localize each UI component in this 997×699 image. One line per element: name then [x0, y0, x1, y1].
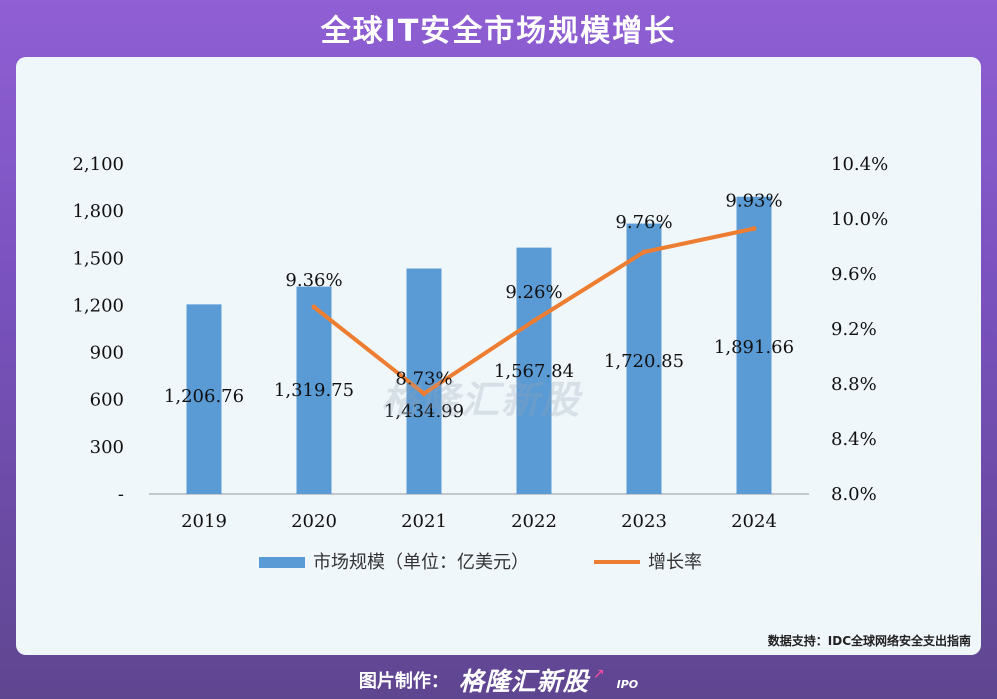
growth-point: [311, 304, 317, 310]
x-tick-label: 2020: [291, 511, 337, 532]
bar-value-label: 1,891.66: [714, 337, 794, 358]
legend-bar-swatch: [259, 557, 305, 568]
bar-value-label: 1,720.85: [604, 351, 684, 372]
growth-value-label: 9.76%: [615, 212, 672, 233]
footer-prefix: 图片制作：: [358, 670, 449, 692]
growth-value-label: 8.73%: [395, 369, 452, 390]
x-tick-label: 2024: [731, 511, 777, 532]
x-tick-label: 2019: [181, 511, 227, 532]
arrow-up-icon: ↗: [592, 665, 605, 682]
y-left-tick-label: 1,200: [72, 295, 124, 316]
bar: [736, 196, 772, 494]
legend-bar-label: 市场规模（单位：亿美元）: [313, 552, 529, 573]
growth-point: [531, 318, 537, 324]
y-left-tick-label: 300: [90, 437, 124, 458]
bar-value-label: 1,206.76: [164, 386, 244, 407]
y-left-tick-label: 900: [90, 343, 124, 364]
page-title: 全球IT安全市场规模增长: [320, 14, 677, 49]
y-right-tick-label: 10.4%: [831, 154, 888, 175]
bar: [186, 304, 222, 494]
bar-value-label: 1,319.75: [274, 380, 354, 401]
source-note: 数据支持：IDC全球网络安全支出指南: [767, 634, 971, 648]
footer: 图片制作： 格隆汇新股 ↗ IPO: [0, 660, 997, 699]
y-left-tick-label: 600: [90, 390, 124, 411]
y-right-tick-label: 9.6%: [831, 264, 877, 285]
y-right-tick-label: 10.0%: [831, 209, 888, 230]
watermark: 格隆汇新股: [381, 378, 582, 422]
growth-value-label: 9.93%: [725, 191, 782, 212]
bar-value-label: 1,567.84: [494, 361, 574, 382]
legend-line-label: 增长率: [648, 552, 702, 573]
bar: [516, 247, 552, 494]
growth-point: [641, 249, 647, 255]
bar: [406, 268, 442, 494]
y-right-tick-label: 8.0%: [831, 484, 877, 505]
y-right-tick-label: 8.8%: [831, 374, 877, 395]
growth-value-label: 9.26%: [505, 282, 562, 303]
y-left-tick-label: 2,100: [72, 154, 124, 175]
y-right-tick-label: 8.4%: [831, 429, 877, 450]
growth-point: [421, 391, 427, 397]
growth-point: [751, 226, 757, 232]
y-left-tick-label: 1,500: [72, 248, 124, 269]
y-right-tick-label: 9.2%: [831, 319, 877, 340]
growth-value-label: 9.36%: [285, 270, 342, 291]
y-left-tick-label: 1,800: [72, 201, 124, 222]
x-tick-label: 2023: [621, 511, 667, 532]
footer-logo: 格隆汇新股: [458, 666, 589, 696]
chart-card: - 300 600 900 1,200 1,500 1,800 2,100 8.0% 8.4% 8.…: [16, 57, 981, 655]
y-left-tick-label: -: [118, 484, 124, 505]
bar: [626, 223, 662, 494]
bar-value-label: 1,434.99: [384, 401, 464, 422]
x-tick-label: 2022: [511, 511, 557, 532]
x-tick-label: 2021: [401, 511, 447, 532]
footer-ipo: IPO: [616, 678, 639, 691]
bar: [296, 286, 332, 494]
chart: - 300 600 900 1,200 1,500 1,800 2,100 8.0% 8.4% 8.…: [72, 154, 888, 573]
